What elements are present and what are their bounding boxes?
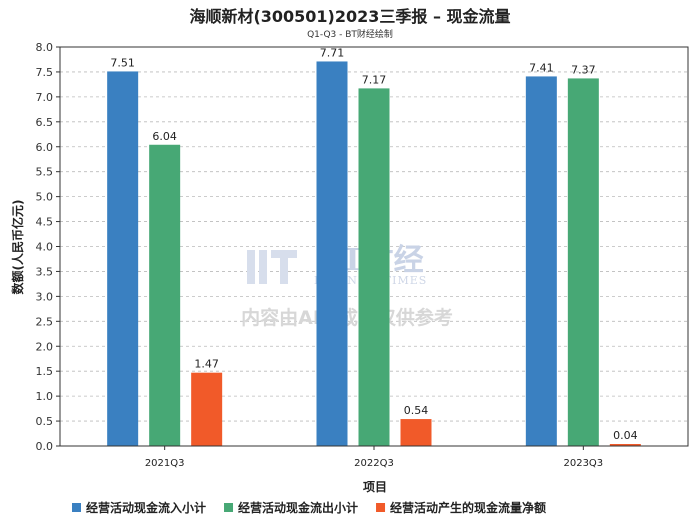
y-tick-label: 0.0: [36, 440, 54, 453]
x-tick-label: 2021Q3: [145, 458, 185, 469]
bar-value-label: 1.47: [194, 358, 219, 371]
bar-value-label: 7.51: [110, 56, 135, 69]
y-tick-label: 4.0: [36, 241, 54, 254]
bar: [609, 444, 641, 446]
chart-subtitle: Q1-Q3 - BT财经绘制: [307, 28, 393, 40]
x-axis: 2021Q3 2022Q3 2023Q3: [145, 446, 603, 469]
legend-swatch: [72, 503, 81, 512]
y-tick-label: 6.5: [36, 116, 54, 129]
bar-value-label: 7.17: [362, 73, 387, 86]
y-tick-label: 8.0: [36, 41, 54, 54]
legend-entry: 经营活动产生的现金流量净额: [390, 500, 546, 515]
y-tick-label: 1.5: [36, 365, 54, 378]
value-labels: 7.51 6.04 1.47 7.71 7.17 0.54 7.41 7.37 0.04: [110, 46, 637, 442]
bar: [107, 71, 139, 446]
y-tick-label: 3.5: [36, 265, 54, 278]
bar: [400, 419, 432, 446]
x-axis-label: 项目: [363, 480, 387, 494]
legend: 经营活动现金流入小计 经营活动现金流出小计 经营活动产生的现金流量净额: [72, 500, 546, 515]
legend-entry: 经营活动现金流出小计: [238, 500, 358, 515]
bar: [191, 372, 223, 446]
y-tick-label: 7.5: [36, 66, 54, 79]
y-tick-label: 6.0: [36, 141, 54, 154]
bar: [525, 76, 557, 447]
y-tick-label: 2.5: [36, 315, 54, 328]
bars: [107, 61, 641, 447]
chart-title: 海顺新材(300501)2023三季报 – 现金流量: [189, 7, 510, 26]
x-tick-label: 2023Q3: [563, 458, 603, 469]
bar-value-label: 7.41: [529, 61, 554, 74]
legend-entry: 经营活动现金流入小计: [86, 500, 206, 515]
bar-value-label: 7.71: [320, 46, 345, 59]
bar: [567, 78, 599, 446]
y-tick-label: 3.0: [36, 290, 54, 303]
x-tick-label: 2022Q3: [354, 458, 394, 469]
y-tick-label: 5.5: [36, 166, 54, 179]
legend-swatch: [224, 503, 234, 512]
bar: [149, 144, 181, 446]
bar-value-label: 7.37: [571, 63, 596, 76]
y-tick-label: 7.0: [36, 91, 54, 104]
bar-value-label: 0.54: [404, 404, 429, 417]
plot-frame: [59, 46, 689, 447]
y-axis-label: 数额(人民币亿元): [10, 200, 25, 295]
y-tick-label: 1.0: [36, 390, 54, 403]
y-tick-label: 2.0: [36, 340, 54, 353]
legend-swatch: [376, 503, 386, 512]
y-tick-label: 0.5: [36, 415, 54, 428]
y-axis: 0.0 0.5 1.0 1.5 2.0 2.5 3.0 3.5 4.0 4.5 5.0 5.5 6.0 6…: [36, 41, 60, 453]
bar: [316, 61, 348, 447]
y-tick-label: 5.0: [36, 191, 54, 204]
y-tick-label: 4.5: [36, 216, 54, 229]
bar-value-label: 0.04: [613, 429, 638, 442]
bar-value-label: 6.04: [152, 130, 177, 143]
bar: [358, 88, 390, 447]
